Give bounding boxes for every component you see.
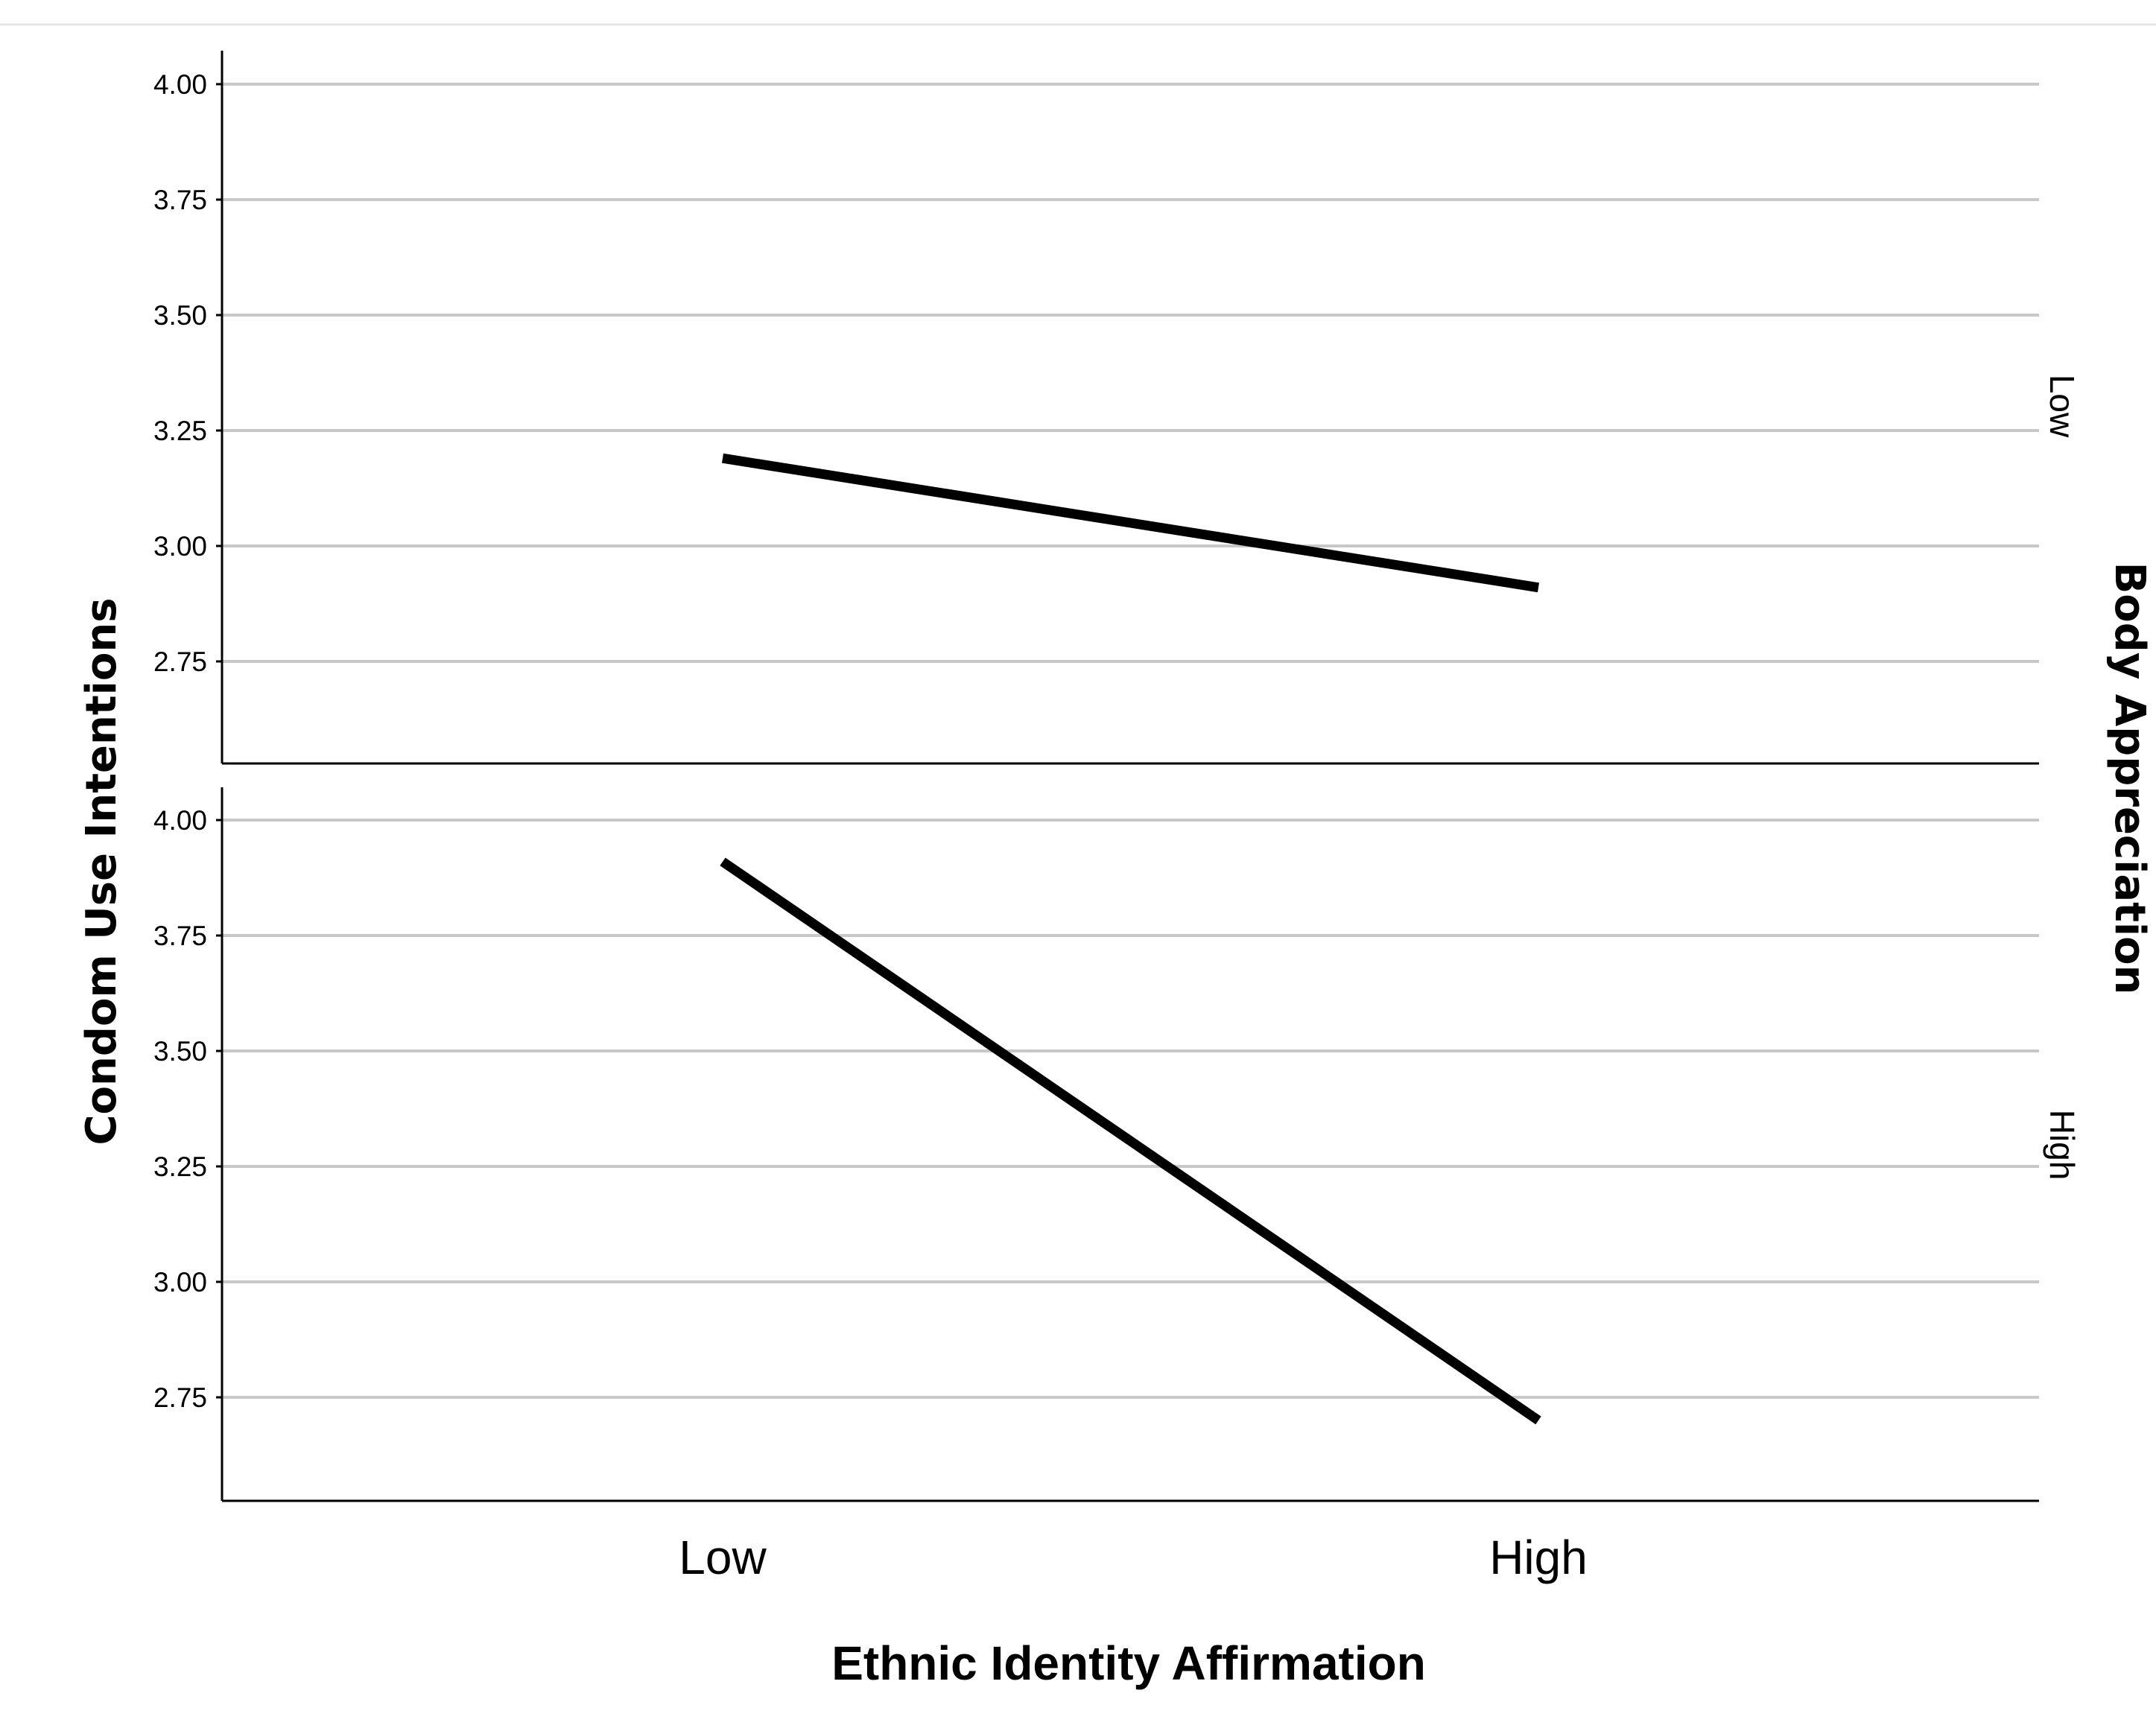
y-tick-label: 2.75 (153, 647, 207, 677)
x-axis-title: Ethnic Identity Affirmation (831, 1636, 1426, 1690)
y-tick-label: 3.00 (153, 531, 207, 562)
facet-title: Body Appreciation (2105, 562, 2154, 995)
series-line (720, 857, 1541, 1425)
panel-label-low: Low (2043, 375, 2082, 438)
panel-low: 2.75 3.00 3.25 3.50 3.75 4.00 Low (153, 51, 2082, 765)
y-tick-label: 2.75 (153, 1382, 207, 1413)
y-tick-label: 4.00 (153, 69, 207, 100)
y-axis-title: Condom Use Intentions (77, 597, 126, 1145)
y-tick-label: 3.00 (153, 1267, 207, 1298)
y-tick-label: 3.25 (153, 1152, 207, 1182)
panel-high: 2.75 3.00 3.25 3.50 3.75 4.00 High (153, 787, 2082, 1502)
y-tick-label: 3.75 (153, 921, 207, 951)
series-line (721, 453, 1540, 593)
y-tick-label: 3.50 (153, 1036, 207, 1067)
y-tick-label: 4.00 (153, 805, 207, 836)
y-tick-label: 3.75 (153, 185, 207, 215)
x-axis-categories: Low High (679, 1531, 1588, 1584)
x-tick-label: Low (679, 1531, 767, 1584)
panel-label-high: High (2043, 1110, 2082, 1181)
y-tick-label: 3.50 (153, 300, 207, 331)
x-tick-label: High (1489, 1531, 1588, 1584)
panels: 2.75 3.00 3.25 3.50 3.75 4.00 Low 2.75 3.00 3.25 3… (153, 51, 2082, 1502)
y-tick-label: 3.25 (153, 416, 207, 446)
